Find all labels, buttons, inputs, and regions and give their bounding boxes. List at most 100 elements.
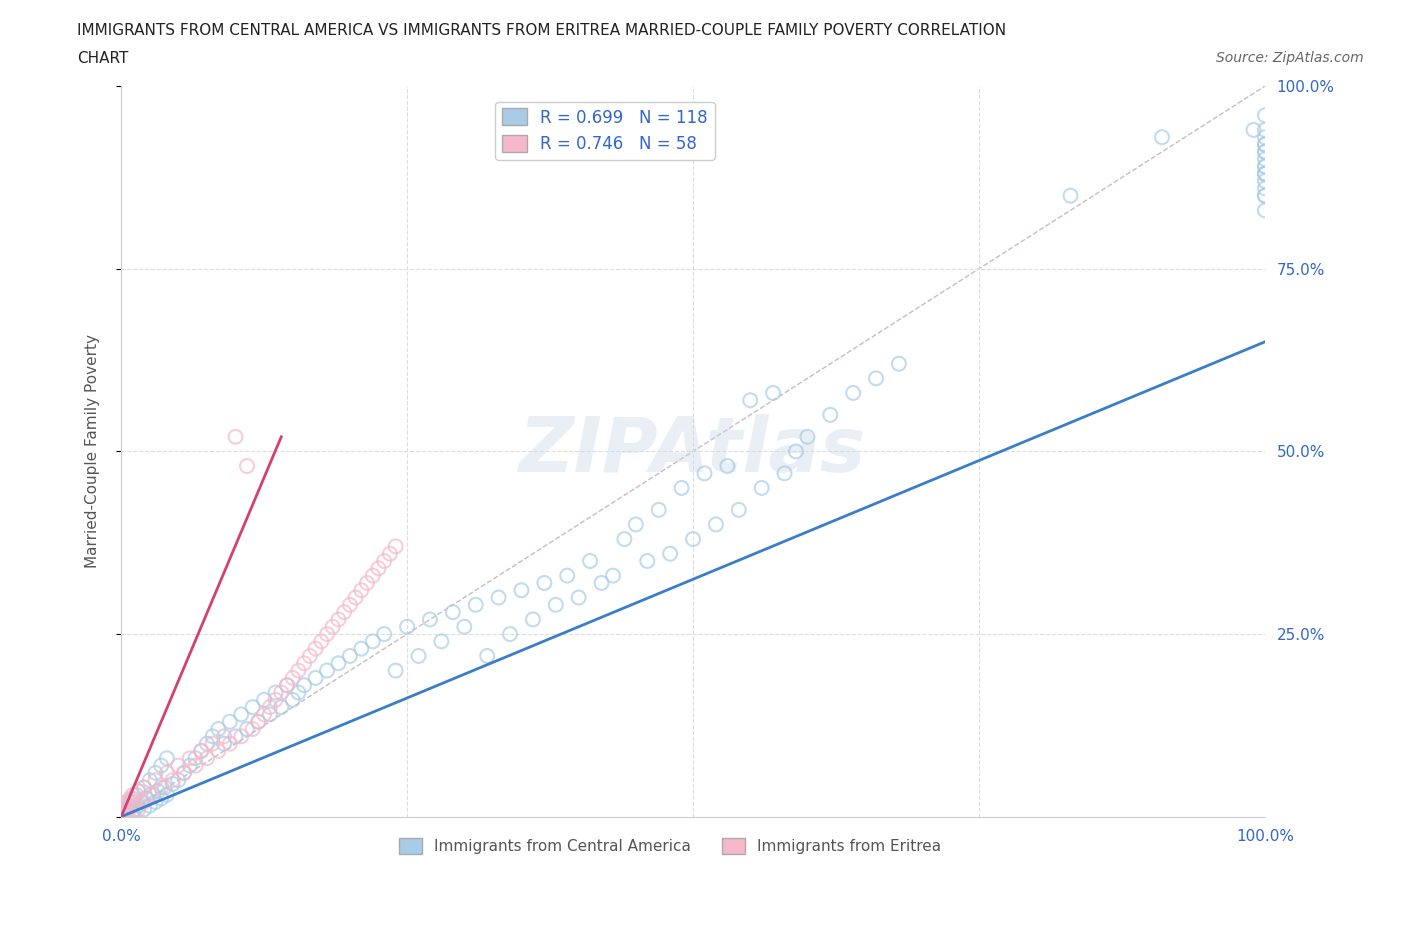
Point	[419, 612, 441, 627]
Point	[145, 794, 167, 809]
Point	[138, 773, 160, 788]
Point	[247, 714, 270, 729]
Point	[1254, 144, 1277, 159]
Point	[225, 430, 247, 445]
Point	[218, 714, 240, 729]
Point	[1254, 188, 1277, 203]
Point	[1254, 166, 1277, 181]
Point	[373, 553, 395, 568]
Point	[1254, 130, 1277, 145]
Point	[231, 707, 253, 722]
Point	[127, 802, 149, 817]
Point	[253, 707, 276, 722]
Point	[1150, 130, 1173, 145]
Point	[167, 773, 190, 788]
Point	[173, 765, 195, 780]
Point	[201, 729, 224, 744]
Point	[145, 773, 167, 788]
Point	[127, 798, 149, 813]
Point	[115, 802, 138, 817]
Point	[488, 591, 510, 605]
Point	[112, 802, 135, 817]
Point	[1254, 123, 1277, 138]
Point	[522, 612, 544, 627]
Point	[591, 576, 613, 591]
Point	[132, 794, 155, 809]
Point	[270, 685, 292, 700]
Point	[475, 648, 498, 663]
Point	[207, 743, 229, 758]
Point	[292, 678, 315, 693]
Point	[132, 802, 155, 817]
Point	[127, 784, 149, 799]
Point	[1254, 166, 1277, 181]
Point	[1254, 159, 1277, 174]
Point	[179, 758, 201, 773]
Point	[190, 743, 212, 758]
Point	[132, 780, 155, 795]
Point	[276, 678, 298, 693]
Point	[156, 751, 179, 765]
Point	[190, 743, 212, 758]
Point	[167, 758, 190, 773]
Point	[120, 794, 142, 809]
Point	[716, 458, 738, 473]
Point	[218, 737, 240, 751]
Point	[138, 798, 160, 813]
Point	[212, 737, 235, 751]
Point	[408, 648, 430, 663]
Point	[384, 663, 406, 678]
Point	[212, 729, 235, 744]
Point	[785, 444, 807, 458]
Point	[115, 794, 138, 809]
Point	[704, 517, 727, 532]
Point	[333, 604, 356, 619]
Point	[842, 386, 865, 401]
Point	[773, 466, 796, 481]
Point	[568, 591, 591, 605]
Point	[142, 788, 165, 803]
Point	[184, 758, 207, 773]
Point	[179, 751, 201, 765]
Point	[114, 798, 136, 813]
Point	[150, 758, 173, 773]
Point	[242, 722, 264, 737]
Point	[693, 466, 716, 481]
Point	[464, 597, 486, 612]
Point	[820, 407, 842, 422]
Point	[276, 678, 298, 693]
Point	[727, 502, 749, 517]
Point	[121, 805, 143, 820]
Point	[115, 805, 138, 820]
Point	[344, 591, 367, 605]
Point	[682, 532, 704, 547]
Point	[865, 371, 887, 386]
Point	[124, 794, 146, 809]
Point	[322, 619, 344, 634]
Point	[579, 553, 602, 568]
Point	[430, 634, 453, 649]
Point	[1059, 188, 1081, 203]
Point	[396, 619, 419, 634]
Point	[887, 356, 910, 371]
Point	[207, 722, 229, 737]
Point	[270, 699, 292, 714]
Point	[796, 430, 818, 445]
Point	[127, 784, 149, 799]
Text: IMMIGRANTS FROM CENTRAL AMERICA VS IMMIGRANTS FROM ERITREA MARRIED-COUPLE FAMILY: IMMIGRANTS FROM CENTRAL AMERICA VS IMMIG…	[77, 23, 1007, 38]
Point	[1254, 152, 1277, 166]
Point	[231, 729, 253, 744]
Point	[1254, 137, 1277, 152]
Point	[292, 656, 315, 671]
Point	[298, 648, 321, 663]
Point	[304, 641, 326, 656]
Point	[287, 663, 309, 678]
Point	[350, 641, 373, 656]
Point	[1254, 144, 1277, 159]
Point	[114, 805, 136, 820]
Text: ZIPAtlas: ZIPAtlas	[519, 415, 866, 488]
Text: CHART: CHART	[77, 51, 129, 66]
Point	[153, 780, 176, 795]
Point	[1254, 159, 1277, 174]
Point	[510, 583, 533, 598]
